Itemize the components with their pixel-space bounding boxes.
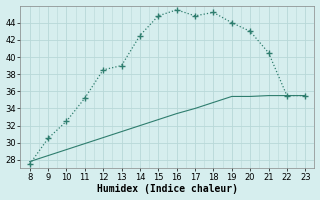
X-axis label: Humidex (Indice chaleur): Humidex (Indice chaleur) (97, 184, 238, 194)
